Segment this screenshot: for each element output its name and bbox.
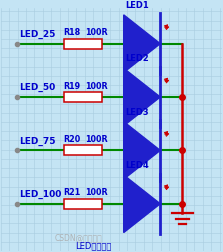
- Text: LED4: LED4: [125, 161, 149, 170]
- Bar: [64, 145, 101, 155]
- Polygon shape: [124, 175, 160, 233]
- Text: 100R: 100R: [85, 188, 107, 198]
- Text: LED电量显示: LED电量显示: [76, 241, 112, 250]
- Text: R19: R19: [63, 82, 81, 91]
- Text: R21: R21: [63, 188, 81, 198]
- Text: LED_100: LED_100: [20, 190, 62, 199]
- Text: 100R: 100R: [85, 135, 107, 144]
- Text: CSDN@程序小鹿: CSDN@程序小鹿: [54, 233, 102, 242]
- Text: 100R: 100R: [85, 82, 107, 91]
- Bar: [64, 39, 101, 49]
- Text: LED3: LED3: [125, 108, 149, 117]
- Polygon shape: [124, 68, 160, 126]
- Text: LED1: LED1: [125, 1, 149, 10]
- Text: LED2: LED2: [125, 54, 149, 63]
- Text: LED_75: LED_75: [20, 136, 56, 146]
- Text: R20: R20: [63, 135, 81, 144]
- Bar: [64, 199, 101, 209]
- Text: R18: R18: [63, 28, 81, 37]
- Text: 100R: 100R: [85, 28, 107, 37]
- Text: LED_25: LED_25: [20, 30, 56, 39]
- Polygon shape: [124, 121, 160, 179]
- Bar: [64, 92, 101, 102]
- Text: LED_50: LED_50: [20, 83, 56, 92]
- Polygon shape: [124, 15, 160, 73]
